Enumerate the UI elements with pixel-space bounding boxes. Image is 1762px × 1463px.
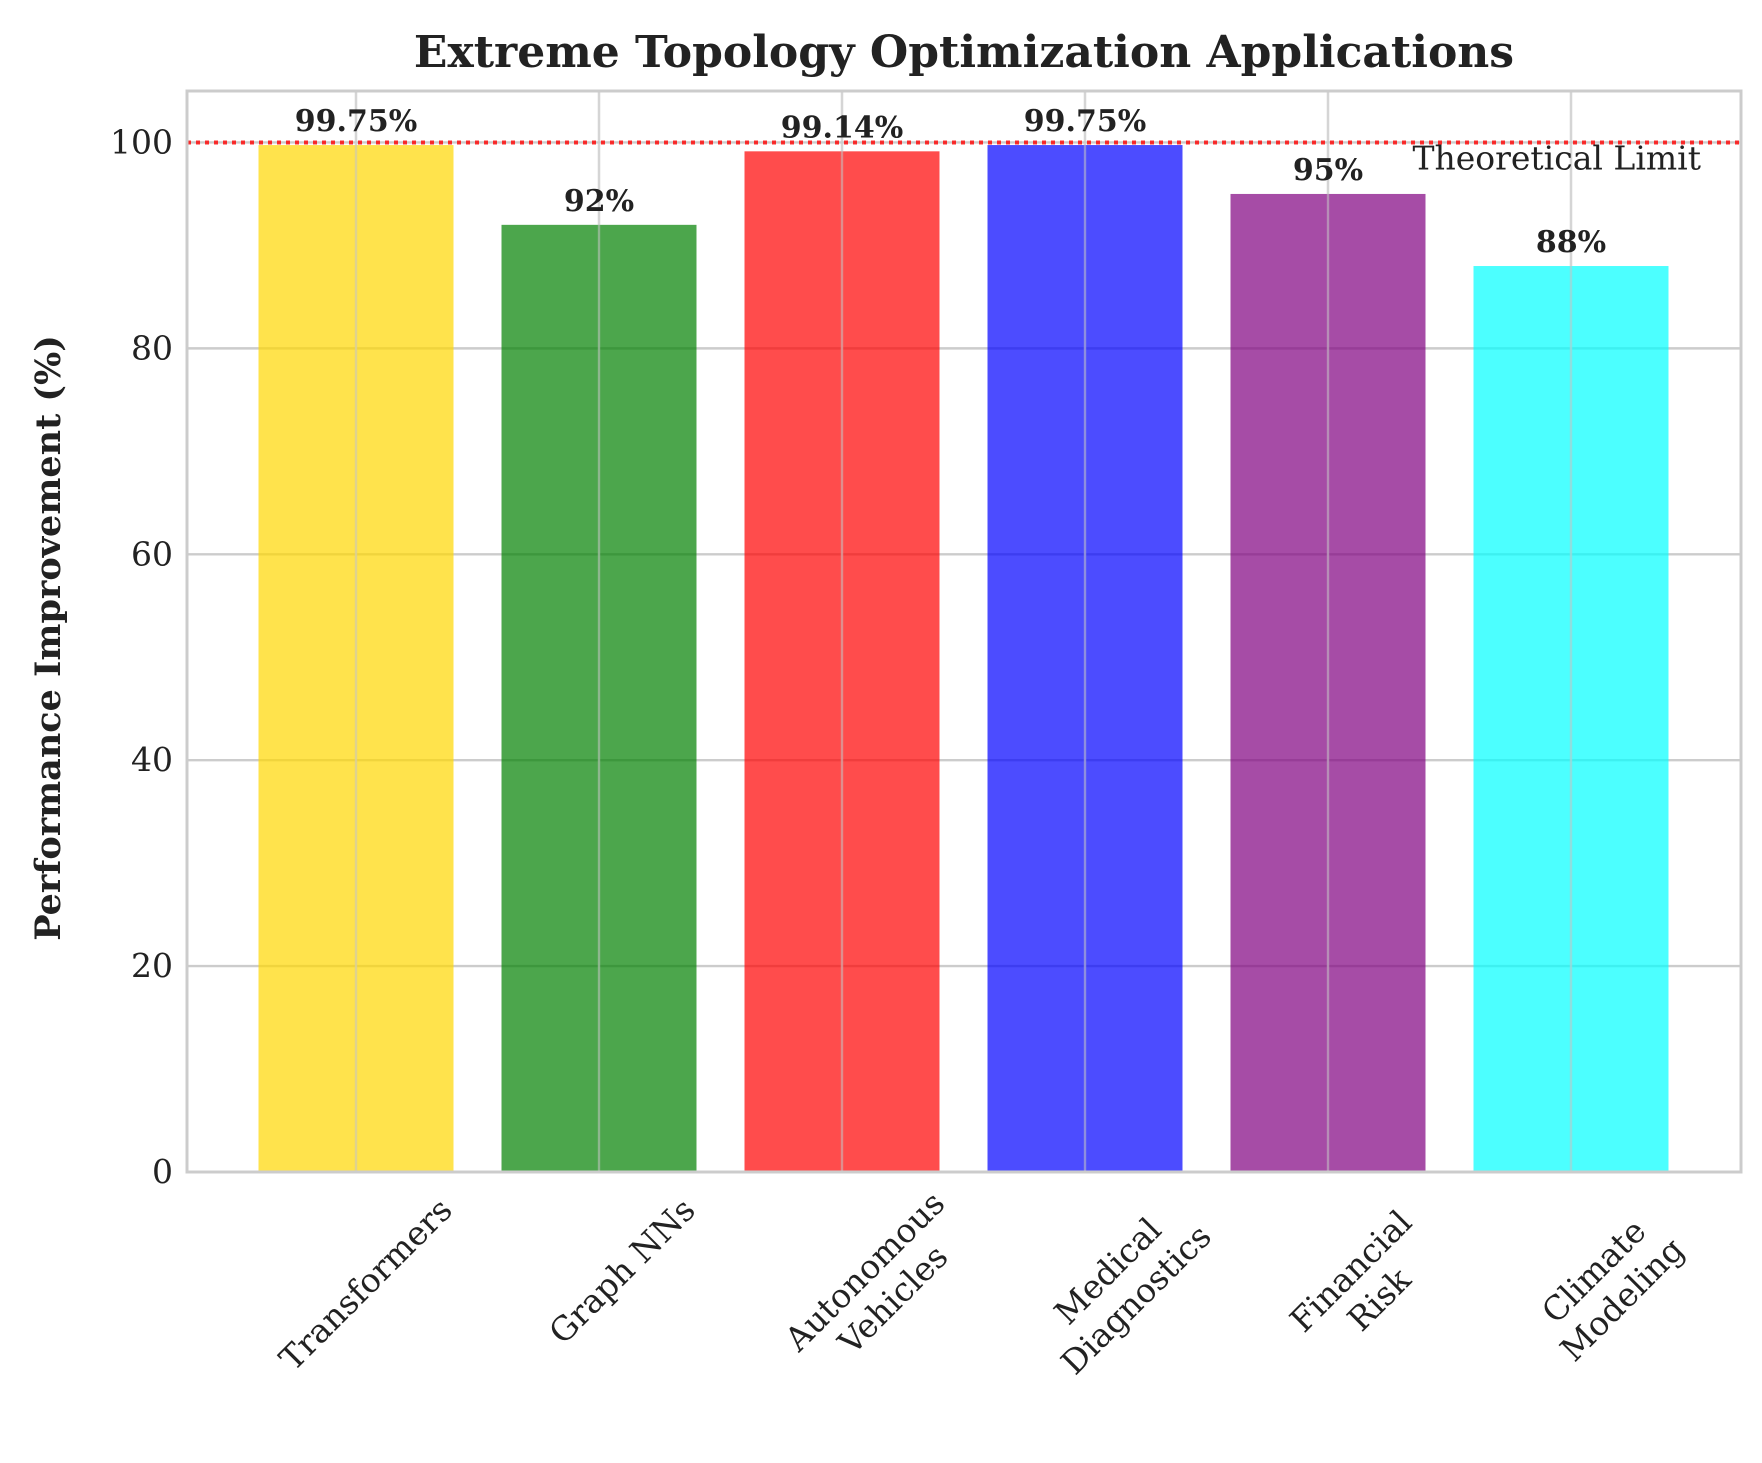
y-tick-label: 20 [131,946,173,985]
value-label: 88% [1536,225,1606,260]
x-tick-label-line: Graph NNs [541,1190,702,1351]
value-label: 95% [1293,153,1363,188]
value-label: 99.75% [1024,104,1146,139]
value-label: 99.75% [295,104,417,139]
value-label: 92% [564,184,634,219]
x-tick-label: Transformers [272,1190,460,1378]
plot-frame [185,89,1743,1174]
y-tick-label: 0 [152,1152,173,1191]
x-tick-label-line: Transformers [272,1190,460,1378]
bars [258,145,1669,1173]
y-tick-label: 60 [131,534,173,573]
y-axis-label: Performance Improvement (%) [28,335,69,941]
y-tick-label: 40 [131,740,173,779]
y-ticks: 0 20 40 60 80 100 [110,122,173,1191]
x-grid-overlay [354,91,1573,1172]
value-label: 99.14% [781,110,903,145]
x-tick-label: Graph NNs [541,1190,702,1351]
reference-line-group: Theoretical Limit [187,138,1741,177]
chart-title: Extreme Topology Optimization Applicatio… [414,27,1514,78]
y-tick-label: 80 [131,328,173,367]
y-tick-label: 100 [110,122,173,161]
reference-line-label: Theoretical Limit [1412,138,1701,177]
value-labels: 99.75% 92% 99.14% 99.75% 95% 88% [295,104,1606,260]
